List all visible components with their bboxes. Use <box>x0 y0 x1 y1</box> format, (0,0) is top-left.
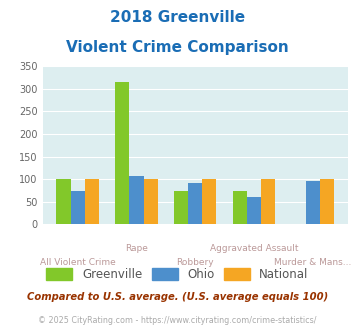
Bar <box>143 179 158 224</box>
Text: Robbery: Robbery <box>176 258 214 267</box>
Bar <box>174 191 188 224</box>
Bar <box>202 179 217 224</box>
Text: 2018 Greenville: 2018 Greenville <box>110 10 245 25</box>
Text: Violent Crime Comparison: Violent Crime Comparison <box>66 40 289 54</box>
Text: All Violent Crime: All Violent Crime <box>40 258 115 267</box>
Legend: Greenville, Ohio, National: Greenville, Ohio, National <box>42 263 313 286</box>
Bar <box>320 179 334 224</box>
Bar <box>71 191 85 224</box>
Bar <box>56 179 71 224</box>
Text: Rape: Rape <box>125 244 148 253</box>
Bar <box>85 179 99 224</box>
Bar <box>129 176 143 224</box>
Text: Aggravated Assault: Aggravated Assault <box>210 244 298 253</box>
Text: Compared to U.S. average. (U.S. average equals 100): Compared to U.S. average. (U.S. average … <box>27 292 328 302</box>
Bar <box>188 183 202 224</box>
Text: © 2025 CityRating.com - https://www.cityrating.com/crime-statistics/: © 2025 CityRating.com - https://www.city… <box>38 316 317 325</box>
Bar <box>115 82 129 224</box>
Bar <box>233 191 247 224</box>
Bar <box>247 197 261 224</box>
Text: Murder & Mans...: Murder & Mans... <box>274 258 351 267</box>
Bar <box>261 179 275 224</box>
Bar <box>306 181 320 224</box>
